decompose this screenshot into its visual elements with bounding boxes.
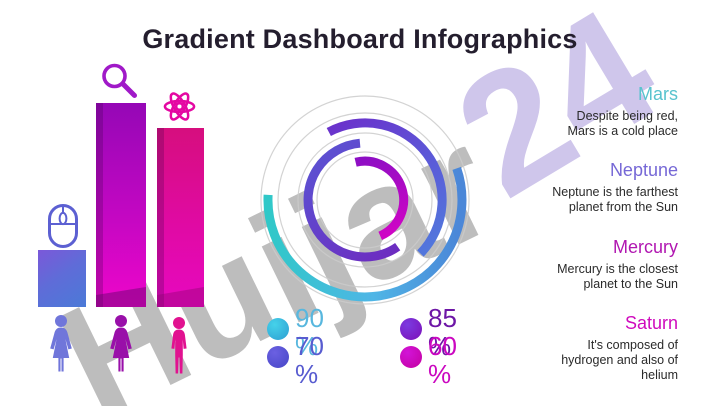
- planet-section-mercury: Mercury Mercury is the closest planet to…: [498, 237, 678, 292]
- person-icon-blue: [50, 315, 72, 372]
- stat-90-dot: [267, 318, 289, 340]
- planet-name-neptune: Neptune: [609, 160, 678, 180]
- stat-85-unit: %: [428, 331, 452, 361]
- stat-60-dot: [400, 346, 422, 368]
- stat-60-unit: %: [428, 359, 452, 389]
- bar-2-side-shade: [96, 103, 103, 307]
- planet-section-saturn: Saturn It's composed of hydrogen and als…: [498, 313, 678, 383]
- magnifier-icon: [102, 63, 137, 98]
- atom-icon: [163, 92, 196, 121]
- gauge-ring-3: [303, 138, 401, 262]
- stat-70-unit: %: [295, 359, 319, 389]
- stat-90-value: 90: [295, 303, 324, 333]
- planet-section-mars: Mars Despite being red, Mars is a cold p…: [498, 84, 678, 139]
- bar-3: [157, 128, 204, 307]
- planet-name-mercury: Mercury: [612, 237, 678, 257]
- stat-60-value: 60: [428, 331, 457, 361]
- planet-section-neptune: Neptune Neptune is the farthest planet f…: [498, 160, 678, 215]
- gauge-ring-outer: [263, 166, 467, 302]
- planet-desc-neptune: Neptune is the farthest planet from the …: [552, 185, 678, 214]
- stat-70-dot: [267, 346, 289, 368]
- stat-70-value: 70: [295, 331, 324, 361]
- person-icon-pink: [171, 317, 187, 374]
- gauge-guide-circles: [260, 95, 470, 305]
- stat-90-unit: %: [295, 331, 319, 361]
- bar-2: [96, 103, 146, 307]
- page-title: Gradient Dashboard Infographics: [142, 24, 578, 54]
- planet-name-saturn: Saturn: [624, 313, 678, 333]
- stat-85-value: 85: [428, 303, 457, 333]
- bar-1: [38, 250, 86, 307]
- bar-3-side-shade: [157, 128, 164, 307]
- person-icon-purple: [110, 315, 132, 372]
- radial-gauge: [260, 95, 470, 305]
- planet-desc-saturn: It's composed of hydrogen and also of he…: [561, 338, 678, 382]
- stat-85-dot: [400, 318, 422, 340]
- bar-2-base-shadow: [96, 287, 146, 307]
- gauge-ring-2: [326, 118, 447, 257]
- planet-name-mars: Mars: [638, 84, 678, 104]
- bar-3-base-shadow: [157, 287, 204, 307]
- mouse-icon: [48, 204, 78, 248]
- planet-desc-mars: Despite being red, Mars is a cold place: [567, 109, 678, 138]
- gauge-ring-inner: [354, 156, 409, 241]
- planet-desc-mercury: Mercury is the closest planet to the Sun: [557, 262, 678, 291]
